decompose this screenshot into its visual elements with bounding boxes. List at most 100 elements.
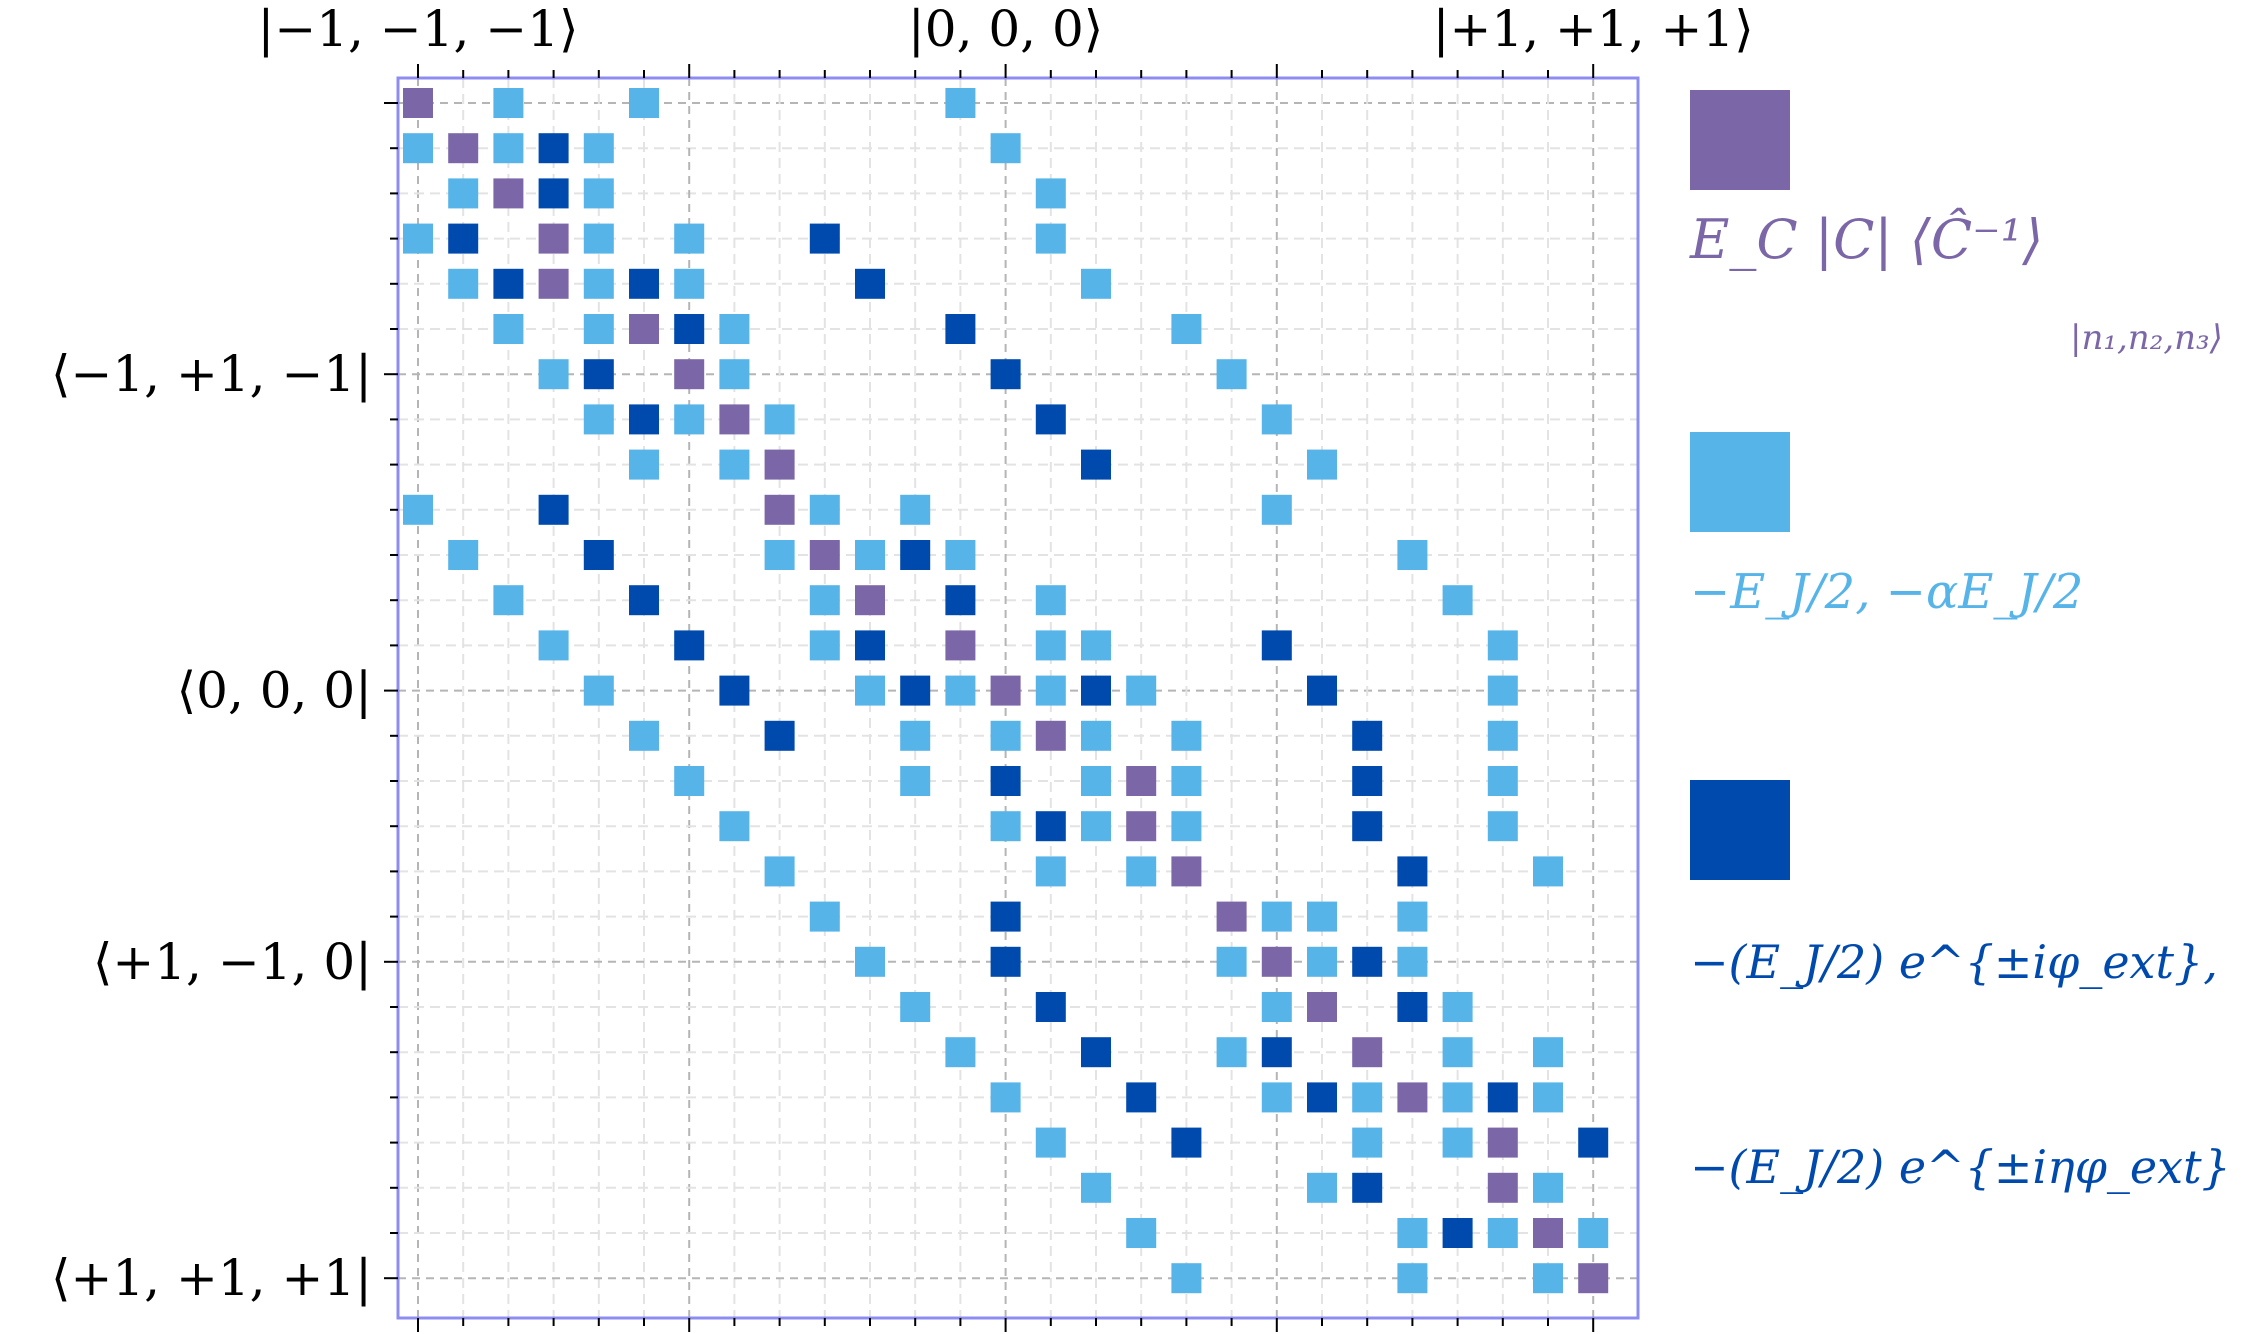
matrix-cell-L: [1352, 1127, 1383, 1158]
matrix-cell-L: [1397, 540, 1428, 570]
matrix-cell-L: [1126, 675, 1157, 706]
matrix-cell-L: [629, 720, 659, 751]
matrix-cell-C: [945, 630, 976, 661]
matrix-cell-L: [1533, 1082, 1563, 1113]
matrix-cell-L: [1171, 1263, 1202, 1294]
matrix-cell-L: [1261, 494, 1292, 525]
matrix-cell-L: [1487, 630, 1518, 661]
matrix-cell-L: [945, 540, 976, 570]
legend-label-D: −(E_J/2) e^{±iηφ_ext}: [1690, 1140, 2231, 1194]
matrix-cell-L: [1442, 992, 1473, 1022]
matrix-cell-L: [583, 314, 614, 344]
matrix-cell-L: [900, 494, 931, 525]
matrix-cell-D: [990, 766, 1021, 796]
legend-label-C: |n₁,n₂,n₃⟩: [2070, 318, 2223, 358]
axis-ticks: [384, 64, 1595, 1332]
matrix-cell-L: [1578, 1218, 1609, 1248]
legend-swatch-L: [1690, 432, 1790, 532]
matrix-cell-L: [764, 540, 795, 570]
matrix-cell-D: [1126, 1082, 1157, 1113]
matrix-cell-L: [1261, 404, 1292, 435]
matrix-cells: [403, 88, 1609, 1294]
matrix-cell-D: [900, 675, 931, 706]
matrix-cell-L: [583, 178, 614, 209]
matrix-cell-L: [945, 1037, 976, 1068]
matrix-cell-D: [1352, 766, 1383, 796]
matrix-cell-D: [538, 494, 569, 525]
matrix-cell-D: [1035, 404, 1066, 435]
matrix-cell-L: [1081, 1172, 1111, 1203]
plot-frame: [396, 76, 1640, 1320]
matrix-cell-L: [1352, 1082, 1383, 1113]
matrix-cell-L: [493, 314, 524, 344]
matrix-cell-C: [1352, 1037, 1383, 1068]
matrix-cell-L: [855, 675, 885, 706]
left-axis-label: ⟨−1, +1, −1|: [51, 345, 372, 403]
matrix-cell-L: [945, 88, 976, 118]
matrix-cell-C: [1261, 946, 1292, 977]
matrix-cell-D: [855, 630, 885, 661]
matrix-cell-L: [1442, 585, 1473, 616]
matrix-cell-D: [1397, 992, 1428, 1022]
matrix-cell-L: [1081, 811, 1111, 842]
matrix-cell-L: [448, 268, 479, 299]
matrix-cell-L: [1307, 946, 1337, 977]
matrix-cell-L: [1397, 1263, 1428, 1294]
matrix-cell-L: [493, 133, 524, 164]
matrix-cell-C: [674, 359, 705, 390]
matrix-cell-D: [1578, 1127, 1609, 1158]
matrix-cell-L: [1533, 1172, 1563, 1203]
matrix-cell-L: [1035, 630, 1066, 661]
matrix-cell-L: [1126, 1218, 1157, 1248]
matrix-cell-L: [900, 766, 931, 796]
matrix-cell-D: [1352, 720, 1383, 751]
matrix-cell-C: [1171, 856, 1202, 887]
matrix-cell-C: [990, 675, 1021, 706]
matrix-cell-L: [1035, 223, 1066, 254]
matrix-cell-L: [1261, 901, 1292, 932]
matrix-cell-L: [1442, 1082, 1473, 1113]
matrix-cell-C: [764, 494, 795, 525]
matrix-cell-D: [493, 268, 524, 299]
matrix-cell-C: [448, 133, 479, 164]
matrix-cell-C: [764, 449, 795, 480]
matrix-cell-D: [900, 540, 931, 570]
matrix-cell-D: [990, 946, 1021, 977]
matrix-cell-L: [674, 404, 705, 435]
matrix-cell-L: [583, 223, 614, 254]
matrix-cell-L: [990, 811, 1021, 842]
matrix-cell-C: [1487, 1127, 1518, 1158]
matrix-cell-L: [448, 540, 479, 570]
matrix-cell-L: [809, 494, 840, 525]
matrix-cell-L: [1261, 1082, 1292, 1113]
top-axis-label: |−1, −1, −1⟩: [257, 0, 578, 58]
matrix-cell-L: [1307, 1172, 1337, 1203]
matrix-cell-D: [583, 540, 614, 570]
matrix-cell-D: [990, 359, 1021, 390]
matrix-cell-L: [764, 856, 795, 887]
matrix-cell-L: [1171, 314, 1202, 344]
matrix-cell-D: [1171, 1127, 1202, 1158]
matrix-cell-C: [1126, 766, 1157, 796]
matrix-cell-L: [1035, 856, 1066, 887]
matrix-cell-L: [1442, 1037, 1473, 1068]
matrix-cell-D: [629, 404, 659, 435]
matrix-cell-L: [1035, 178, 1066, 209]
matrix-cell-L: [1533, 856, 1563, 887]
matrix-cell-L: [1081, 268, 1111, 299]
matrix-cell-L: [990, 1082, 1021, 1113]
matrix-cell-L: [1171, 720, 1202, 751]
matrix-cell-L: [538, 359, 569, 390]
matrix-cell-L: [1533, 1037, 1563, 1068]
matrix-cell-L: [1397, 901, 1428, 932]
matrix-cell-L: [583, 268, 614, 299]
matrix-cell-D: [1081, 675, 1111, 706]
matrix-cell-L: [719, 314, 750, 344]
matrix-cell-D: [945, 585, 976, 616]
matrix-cell-C: [538, 223, 569, 254]
matrix-cell-C: [1307, 992, 1337, 1022]
matrix-cell-C: [1487, 1172, 1518, 1203]
top-axis-label: |0, 0, 0⟩: [908, 0, 1103, 58]
matrix-cell-L: [493, 585, 524, 616]
matrix-cell-L: [855, 540, 885, 570]
